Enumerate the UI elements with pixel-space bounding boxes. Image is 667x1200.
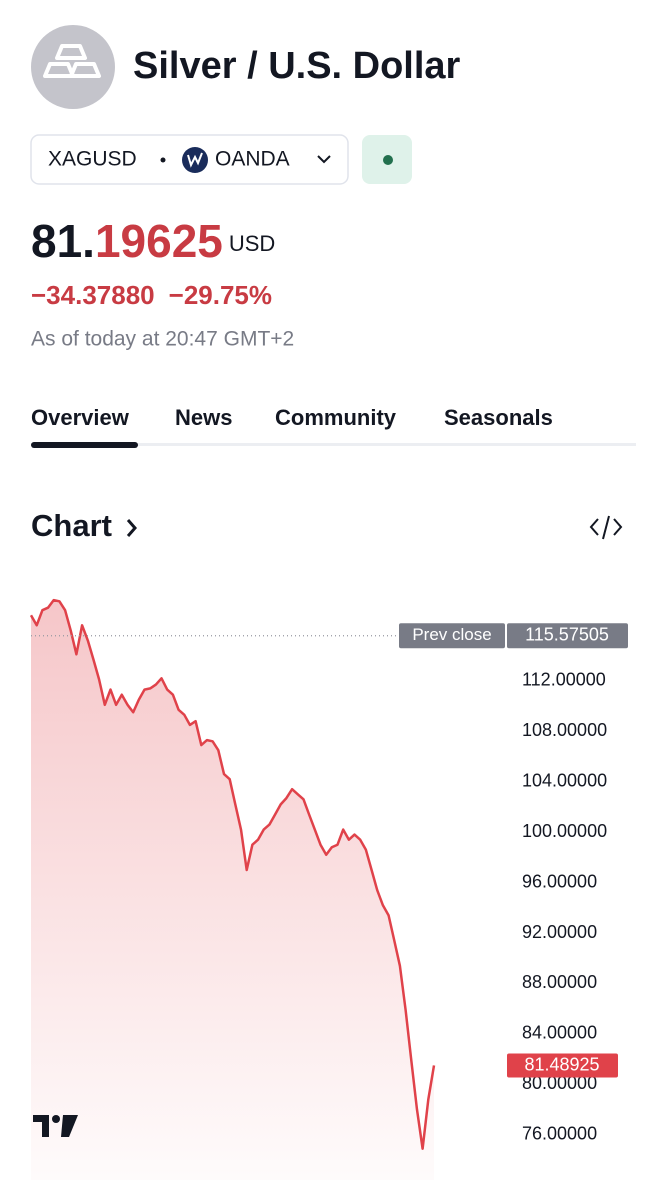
ticker: XAGUSD [48, 148, 137, 171]
price-line [29, 598, 436, 1150]
embed-icon[interactable] [589, 515, 623, 540]
tab[interactable]: Seasonals [444, 405, 553, 430]
y-tick-label: 80.00000 [522, 1073, 597, 1093]
y-tick-label: 84.00000 [522, 1023, 597, 1043]
y-tick-label: 76.00000 [522, 1124, 597, 1144]
change-absolute: −34.37880 [31, 280, 155, 310]
separator-dot [160, 157, 166, 163]
tab[interactable]: Community [275, 405, 397, 430]
change-percent: −29.75% [169, 280, 272, 310]
y-tick-label: 92.00000 [522, 922, 597, 942]
tab[interactable]: News [175, 405, 232, 430]
tabs: Overview News Community Seasonals [31, 405, 553, 430]
y-tick-label: 88.00000 [522, 972, 597, 992]
page-title: Silver / U.S. Dollar [133, 45, 461, 87]
last-price-value: 81.48925 [524, 1054, 599, 1074]
y-tick-label: 96.00000 [522, 871, 597, 891]
tabs-track [31, 443, 636, 446]
timestamp: As of today at 20:47 GMT+2 [31, 328, 294, 351]
prev-close-value: 115.57505 [525, 624, 609, 644]
prev-close-label: Prev close [412, 625, 491, 644]
section-title[interactable]: Chart [31, 508, 112, 543]
y-tick-label: 100.00000 [522, 821, 607, 841]
price-integer: 81. [31, 215, 95, 267]
y-tick-label: 108.00000 [522, 720, 607, 740]
status-dot [383, 155, 393, 165]
price-decimals: 19625 [95, 215, 223, 267]
price: 81.19625 USD [31, 215, 275, 267]
tab[interactable]: Overview [31, 405, 130, 430]
area-fill [31, 600, 434, 1180]
chevron-down [317, 155, 331, 164]
symbol-icon [31, 25, 115, 109]
last-price-badge [507, 1053, 618, 1078]
prev-close-badge [399, 623, 505, 649]
change: −34.37880 −29.75% [31, 280, 272, 310]
y-tick-label: 112.00000 [522, 670, 606, 690]
prev-close-value-badge [507, 623, 628, 649]
chart: 76.00000 80.00000 84.00000 88.00000 92.00000… [29, 598, 628, 1180]
section-chevron [126, 519, 137, 537]
tradingview-logo [33, 1115, 78, 1137]
exchange: OANDA [215, 148, 290, 171]
exchange-logo [182, 147, 208, 173]
price-currency: USD [229, 231, 275, 256]
y-tick-label: 104.00000 [522, 770, 607, 790]
active-tab-indicator [31, 442, 138, 448]
